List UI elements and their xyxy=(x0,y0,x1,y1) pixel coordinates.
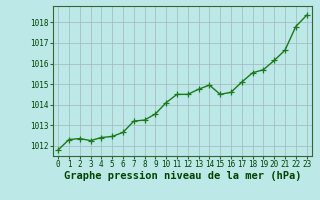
X-axis label: Graphe pression niveau de la mer (hPa): Graphe pression niveau de la mer (hPa) xyxy=(64,171,301,181)
